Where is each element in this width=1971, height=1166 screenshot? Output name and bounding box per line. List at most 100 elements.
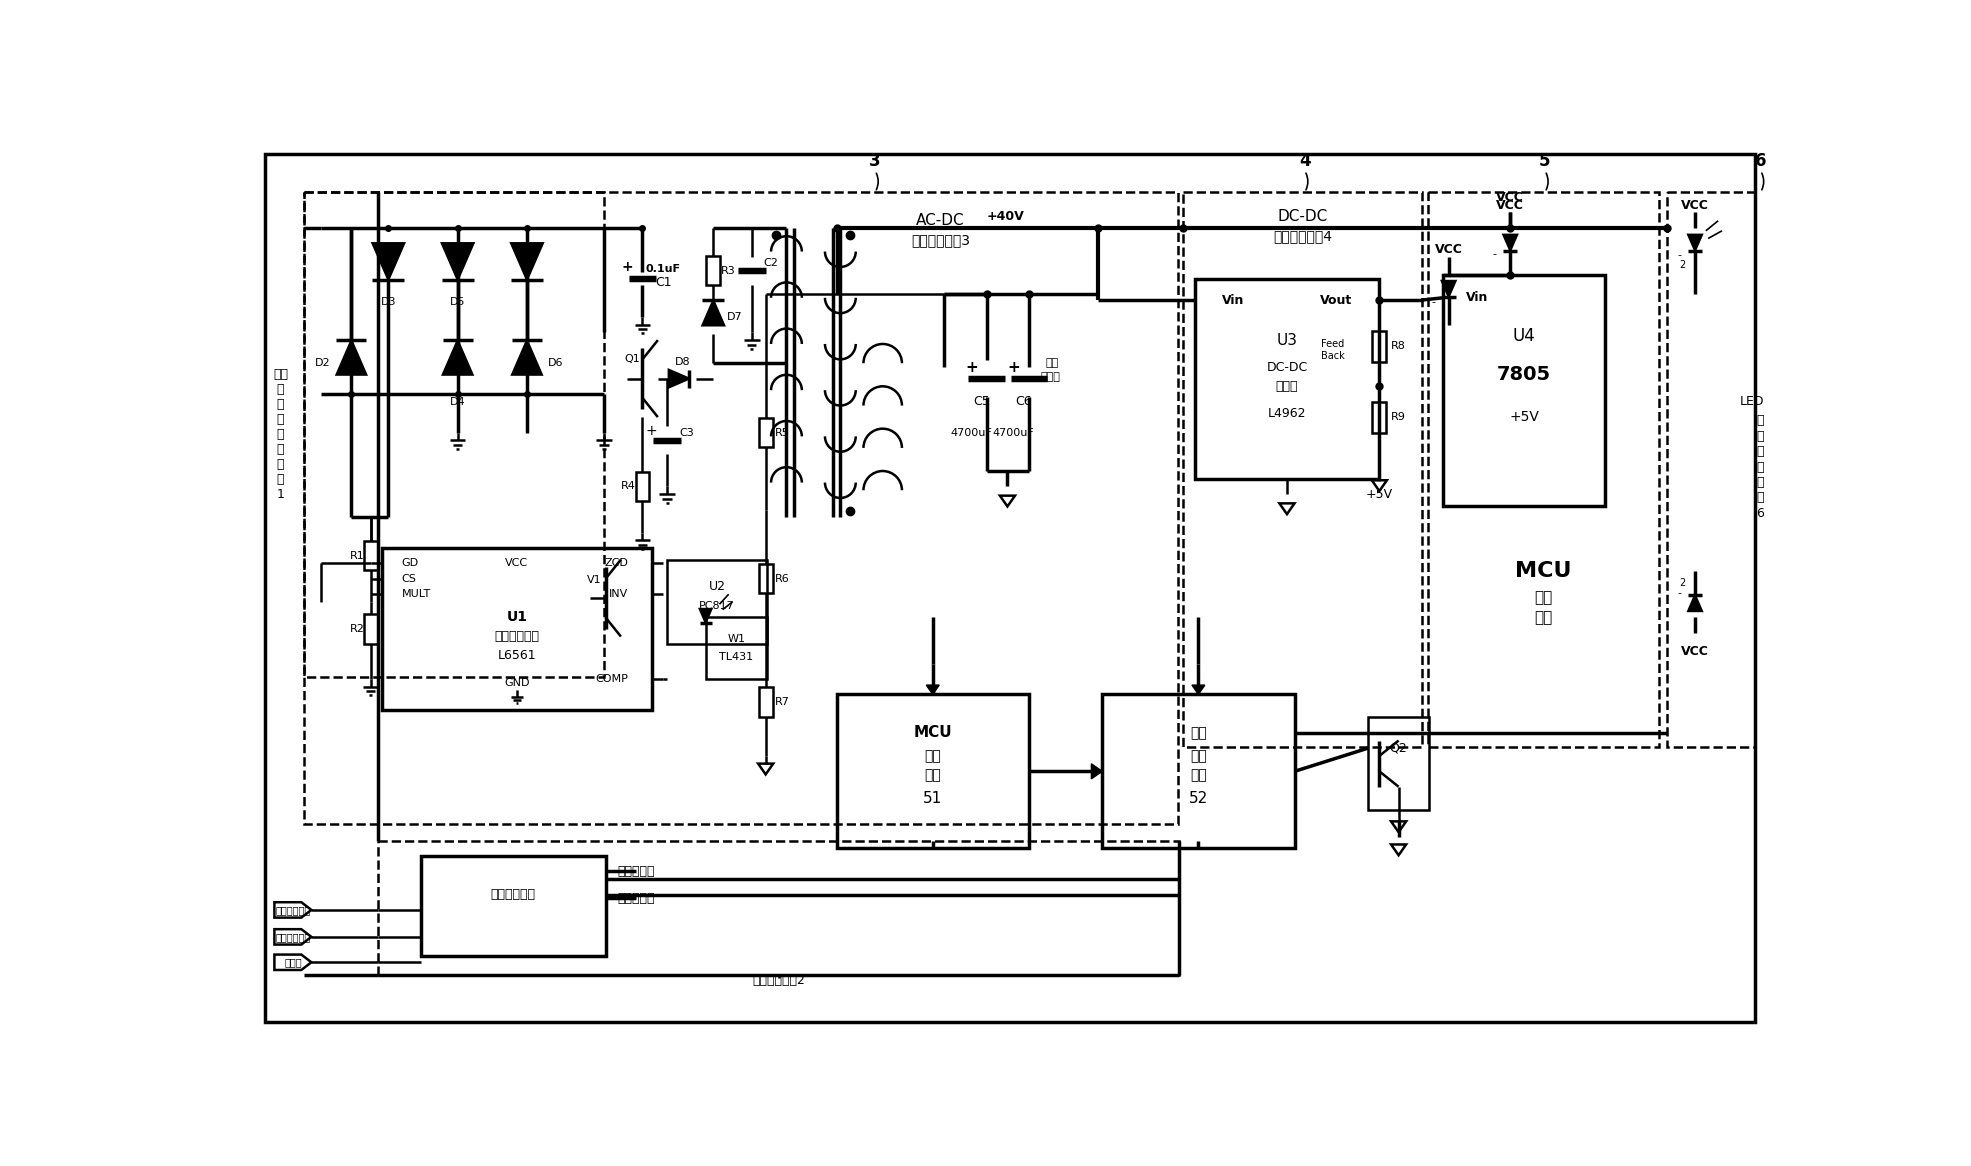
- Text: C2: C2: [763, 258, 779, 268]
- Text: 2: 2: [1679, 577, 1685, 588]
- Text: R8: R8: [1392, 342, 1405, 351]
- Text: GND: GND: [505, 677, 530, 688]
- Bar: [759, 564, 773, 593]
- Text: AC-DC: AC-DC: [917, 213, 964, 229]
- Text: Vin: Vin: [1222, 294, 1244, 307]
- Polygon shape: [1504, 234, 1518, 251]
- Text: Q2: Q2: [1390, 742, 1407, 754]
- Text: CS: CS: [402, 574, 416, 584]
- Text: R3: R3: [721, 266, 735, 276]
- Polygon shape: [1687, 595, 1703, 611]
- Text: C5: C5: [974, 395, 989, 408]
- Text: R7: R7: [775, 697, 790, 707]
- Bar: [378, 841, 1179, 976]
- Text: D3: D3: [380, 296, 396, 307]
- Bar: [836, 694, 1029, 849]
- Text: MULT: MULT: [402, 589, 432, 599]
- Bar: [1443, 275, 1604, 506]
- Text: D7: D7: [727, 312, 743, 322]
- Text: VCC: VCC: [1496, 199, 1524, 212]
- Text: 红采样信号: 红采样信号: [617, 865, 654, 878]
- Text: 模块: 模块: [1190, 768, 1206, 782]
- Text: 光耦隔离采样: 光耦隔离采样: [491, 888, 536, 901]
- Text: 6: 6: [1756, 507, 1764, 520]
- Text: 公共端: 公共端: [284, 957, 302, 968]
- Text: 7805: 7805: [1498, 365, 1551, 385]
- Bar: [382, 548, 652, 710]
- Text: COMP: COMP: [595, 674, 629, 684]
- Text: -: -: [1431, 296, 1435, 307]
- Polygon shape: [700, 609, 712, 623]
- Bar: [759, 417, 773, 447]
- Text: 块: 块: [1756, 492, 1764, 505]
- Text: 开关电源芯片: 开关电源芯片: [495, 630, 540, 644]
- Text: Vout: Vout: [1321, 294, 1352, 307]
- Text: ZCD: ZCD: [605, 559, 629, 568]
- Text: -: -: [1492, 248, 1496, 259]
- Bar: [304, 192, 603, 677]
- Text: C3: C3: [678, 428, 694, 437]
- Text: +: +: [1007, 359, 1019, 374]
- Text: +: +: [646, 424, 658, 438]
- Text: Q1: Q1: [625, 354, 641, 364]
- Text: 隔离采样电路2: 隔离采样电路2: [753, 975, 806, 988]
- Text: 转换器: 转换器: [1275, 380, 1299, 393]
- Text: U1: U1: [507, 610, 528, 624]
- Text: 4700uF: 4700uF: [993, 428, 1035, 437]
- Polygon shape: [337, 340, 367, 374]
- Polygon shape: [512, 340, 542, 374]
- Polygon shape: [373, 243, 404, 280]
- Text: L6561: L6561: [497, 649, 536, 662]
- Bar: [666, 560, 767, 645]
- Text: MCU: MCU: [913, 725, 952, 740]
- Text: PC817: PC817: [700, 600, 735, 611]
- Text: 恒流: 恒流: [1190, 725, 1206, 739]
- Text: 4700uF: 4700uF: [950, 428, 991, 437]
- Text: VCC: VCC: [1681, 646, 1709, 659]
- Polygon shape: [442, 243, 473, 280]
- Text: D8: D8: [674, 357, 690, 366]
- Text: 显: 显: [1756, 445, 1764, 458]
- Text: D5: D5: [449, 296, 465, 307]
- Text: R5: R5: [775, 428, 790, 437]
- Text: 控制: 控制: [1533, 590, 1553, 605]
- Text: MCU: MCU: [1516, 561, 1571, 581]
- Text: 驱动: 驱动: [1190, 749, 1206, 763]
- Text: R9: R9: [1392, 412, 1405, 422]
- Text: TL431: TL431: [719, 652, 753, 662]
- Text: 示: 示: [1756, 461, 1764, 473]
- Text: DC-DC: DC-DC: [1265, 360, 1307, 373]
- Text: R1: R1: [351, 550, 365, 561]
- Text: R4: R4: [621, 482, 637, 491]
- Text: U3: U3: [1277, 332, 1297, 347]
- Text: 电路: 电路: [1533, 610, 1553, 625]
- Text: 制器: 制器: [924, 768, 940, 782]
- Text: +40V: +40V: [987, 210, 1025, 224]
- Text: 绿采样信号: 绿采样信号: [617, 892, 654, 905]
- Polygon shape: [1192, 686, 1204, 694]
- Bar: [304, 192, 1177, 823]
- Text: Vin: Vin: [1466, 292, 1488, 304]
- Text: R2: R2: [351, 624, 365, 634]
- Text: 红信号灯电源: 红信号灯电源: [276, 905, 311, 915]
- Text: 储能: 储能: [1045, 358, 1058, 368]
- Bar: [1194, 279, 1380, 479]
- Text: 直流降压电路4: 直流降压电路4: [1273, 230, 1332, 244]
- Text: 阵: 阵: [1756, 430, 1764, 443]
- Text: -: -: [1677, 588, 1681, 598]
- Bar: [365, 614, 378, 644]
- Text: 信号
灯
取
电
整
流
电
路
1: 信号 灯 取 电 整 流 电 路 1: [274, 368, 288, 501]
- Text: VCC: VCC: [1435, 243, 1462, 255]
- Text: D6: D6: [548, 358, 564, 368]
- Text: +5V: +5V: [1366, 487, 1393, 500]
- Bar: [1368, 717, 1429, 810]
- Text: 3: 3: [869, 153, 881, 170]
- Text: 模: 模: [1756, 476, 1764, 489]
- Text: GD: GD: [402, 559, 418, 568]
- Text: L4962: L4962: [1267, 407, 1307, 420]
- Text: U4: U4: [1512, 328, 1535, 345]
- Text: 大电容: 大电容: [1041, 372, 1060, 382]
- Text: 4: 4: [1299, 153, 1311, 170]
- Text: +: +: [621, 260, 633, 274]
- Polygon shape: [926, 686, 940, 694]
